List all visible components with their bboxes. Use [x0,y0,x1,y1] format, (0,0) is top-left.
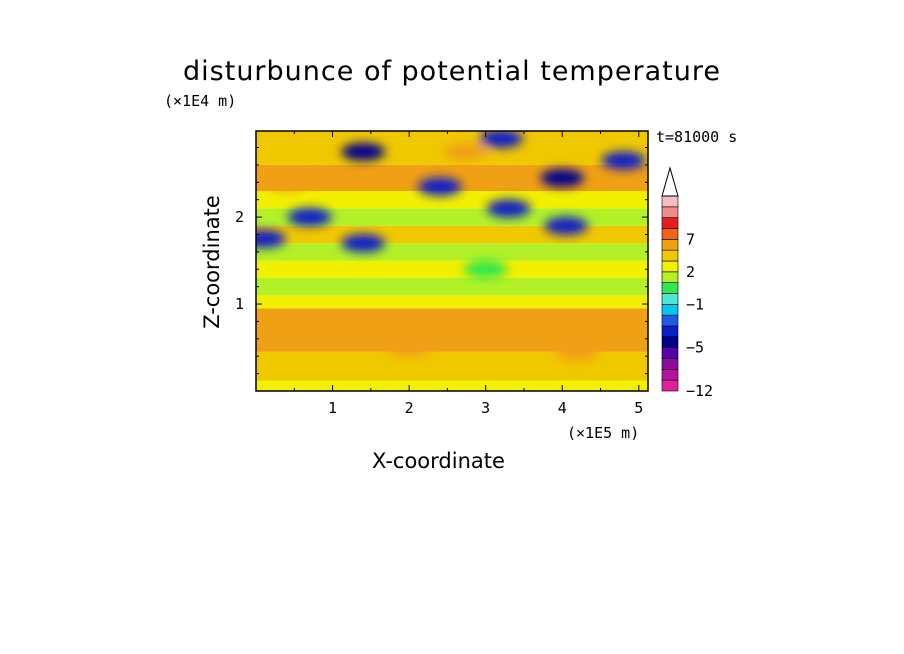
field-band [256,277,648,296]
colorbar-swatch [661,271,679,283]
colorbar-tick-label: 2 [686,263,695,281]
x-tick-label: 3 [481,399,490,417]
field-blob [264,173,309,192]
colorbar-swatch [661,304,679,316]
colorbar-swatch [661,314,679,327]
colorbar-swatch [661,217,679,229]
axes: 1 2 3 4 5 1 2 [235,131,648,417]
colorbar-swatch [661,293,679,305]
field-band [256,295,648,309]
field-blob [256,229,286,248]
field-blob [341,234,386,253]
field-band [256,243,648,261]
field-blob [463,260,508,279]
field-blob [417,177,462,196]
colorbar-swatch [661,260,679,273]
field-blob [341,142,386,161]
colorbar-swatch [661,206,679,218]
colorbar-swatch [661,195,679,208]
field-blob [479,131,523,148]
colorbar-swatch [661,249,679,262]
field-band [256,225,648,244]
colorbar-swatch [661,228,679,240]
field-blob [544,216,589,235]
field-band [256,260,648,278]
x-axis-unit: (×1E5 m) [567,424,640,442]
colorbar-swatch [661,379,679,392]
field-band [256,191,648,209]
time-annotation: t=81000 s [656,128,738,146]
colorbar-extend-arrow [661,166,679,197]
colorbar: 7 2 −1 −5 −12 [661,166,713,400]
field-blob [287,208,332,227]
colorbar-swatch [661,336,679,348]
field-blob [444,142,489,161]
x-tick-label: 2 [405,399,414,417]
x-axis-label: X-coordinate [372,449,505,473]
y-axis-unit: (×1E4 m) [164,92,237,110]
field-band [256,380,648,391]
plot-frame [255,130,649,392]
field-blob [601,151,646,170]
x-tick-label: 5 [634,399,643,417]
colorbar-tick-label: 7 [686,230,695,248]
field-blob [540,168,585,187]
colorbar-swatch [661,358,679,370]
field-blob [387,338,432,357]
colorbar-swatch [661,239,679,251]
colorbar-tick-label: −1 [686,295,704,313]
x-tick-label: 4 [558,399,567,417]
y-tick-label: 2 [235,208,244,226]
colorbar-swatch [661,282,679,294]
colorbar-swatch [661,347,679,359]
field-blob [555,342,600,361]
field-blob [486,199,531,218]
chart-title: disturbunce of potential temperature [183,56,721,87]
y-tick-label: 1 [235,295,244,313]
colorbar-tick-label: −12 [686,382,713,400]
colorbar-tick-label: −5 [686,339,704,357]
x-tick-label: 1 [328,399,337,417]
colorbar-swatch [661,369,679,381]
colorbar-swatch [661,325,679,338]
contour-field [256,131,648,391]
